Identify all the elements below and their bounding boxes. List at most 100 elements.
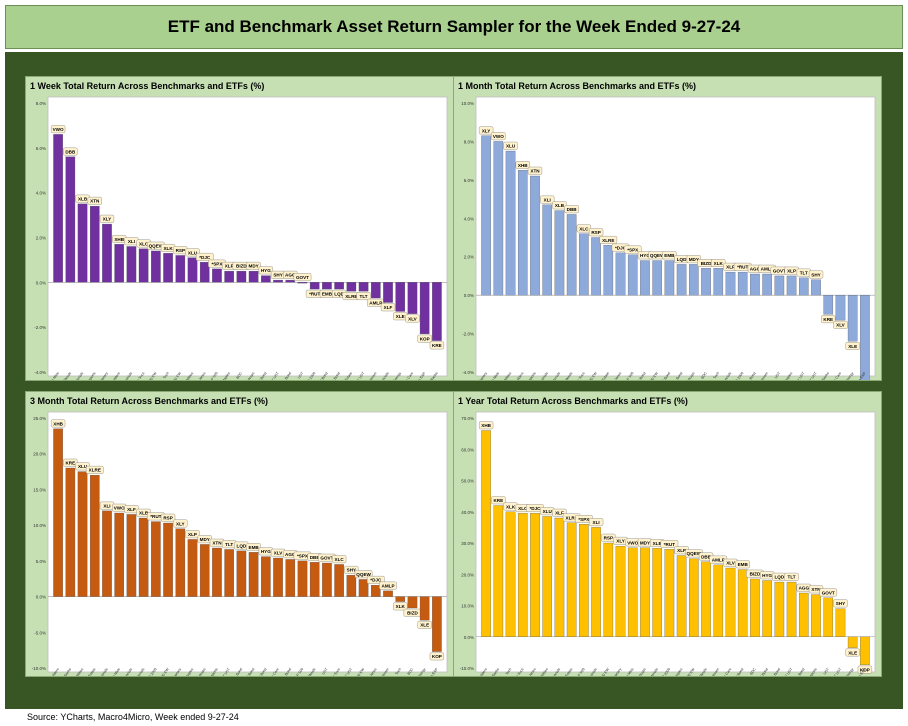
data-label: XLC bbox=[579, 226, 589, 231]
y-tick-label: 50.0% bbox=[461, 479, 474, 484]
chart-title: 1 Week Total Return Across Benchmarks an… bbox=[30, 81, 265, 91]
data-label-box bbox=[87, 196, 102, 205]
data-label-box bbox=[808, 270, 824, 279]
y-tick-label: 4.0% bbox=[36, 191, 46, 196]
data-label: KRE bbox=[65, 461, 75, 466]
data-label: MDY bbox=[689, 257, 699, 262]
data-label: KRE bbox=[823, 317, 833, 322]
category-label: Industrials bbox=[121, 371, 134, 380]
data-label: XLV bbox=[274, 551, 284, 556]
data-label: KOP bbox=[432, 654, 442, 659]
bar bbox=[835, 608, 846, 637]
y-tick-label: -4.0% bbox=[462, 370, 474, 375]
bar bbox=[212, 268, 222, 283]
bar bbox=[701, 268, 711, 296]
bar bbox=[713, 564, 724, 637]
category-label: Base Metals bbox=[58, 371, 73, 380]
data-label: XLC bbox=[518, 506, 528, 511]
category-label: Utilities bbox=[74, 667, 84, 676]
data-label-box bbox=[331, 555, 347, 564]
bar bbox=[89, 474, 100, 597]
data-label: XLF bbox=[127, 507, 136, 512]
bar bbox=[640, 547, 650, 637]
bar bbox=[309, 562, 320, 597]
data-label-box bbox=[660, 540, 679, 548]
bar bbox=[334, 564, 344, 597]
bar bbox=[53, 134, 63, 283]
category-label: S&P 500 bbox=[207, 371, 218, 380]
data-label: *SPX bbox=[627, 247, 639, 252]
category-label: HY Bond bbox=[256, 371, 267, 380]
y-tick-label: 15.0% bbox=[33, 487, 46, 492]
bar bbox=[395, 596, 406, 602]
data-label: LQD bbox=[237, 543, 247, 548]
category-label: 1-3Y UST bbox=[268, 371, 281, 380]
y-tick-label: 70.0% bbox=[461, 416, 474, 421]
data-label: *DJC bbox=[529, 506, 541, 511]
category-label: Materials bbox=[647, 667, 659, 676]
bar bbox=[799, 277, 809, 296]
bar bbox=[627, 547, 638, 637]
data-label: TLT bbox=[225, 542, 233, 547]
category-label: Midstream bbox=[365, 371, 378, 380]
data-label: *RUT bbox=[150, 514, 161, 519]
bar bbox=[297, 282, 308, 284]
data-label-box bbox=[821, 315, 836, 324]
category-label: Materials bbox=[550, 371, 562, 380]
bar bbox=[835, 294, 846, 321]
data-label: XLP bbox=[677, 548, 686, 553]
data-label-box bbox=[845, 648, 860, 657]
y-tick-label: 10.0% bbox=[461, 604, 474, 609]
bar bbox=[285, 279, 296, 283]
data-label: EMB bbox=[249, 545, 260, 550]
bar bbox=[554, 517, 565, 637]
data-label-box bbox=[429, 652, 445, 661]
data-label-box bbox=[356, 292, 371, 301]
bar bbox=[114, 512, 124, 597]
data-label-box bbox=[784, 572, 799, 581]
category-label: UST bbox=[321, 667, 329, 676]
bar bbox=[493, 505, 504, 637]
bar bbox=[493, 141, 504, 296]
data-label: TLT bbox=[360, 294, 368, 299]
data-label-box bbox=[173, 519, 188, 528]
bar bbox=[395, 282, 406, 312]
category-label: Energy bbox=[845, 667, 855, 676]
data-label-box bbox=[99, 214, 115, 223]
category-label: Agg Bond bbox=[280, 667, 292, 676]
data-label: *RUT bbox=[664, 542, 675, 547]
category-label: 1-3Y UST bbox=[341, 667, 354, 676]
bar bbox=[517, 513, 528, 637]
bar bbox=[847, 636, 858, 648]
y-tick-label: 20.0% bbox=[461, 572, 474, 577]
category-label: Materials bbox=[134, 667, 146, 676]
data-label: LQD bbox=[677, 257, 687, 262]
bar bbox=[505, 511, 516, 637]
category-label: Midstream bbox=[756, 371, 769, 380]
bar bbox=[701, 561, 711, 637]
bar bbox=[566, 522, 577, 637]
bar bbox=[114, 244, 124, 283]
data-label-box bbox=[588, 228, 604, 237]
category-label: Dow Jones bbox=[609, 371, 623, 380]
data-label: HYG bbox=[261, 549, 271, 554]
category-label: EM Bond bbox=[317, 371, 329, 380]
data-label-box bbox=[160, 513, 176, 522]
data-label: XLRE bbox=[89, 468, 101, 473]
y-tick-label: 10.0% bbox=[461, 101, 474, 106]
category-label: Transports bbox=[206, 667, 219, 676]
category-label: IG Bond bbox=[330, 371, 341, 380]
bar bbox=[762, 273, 772, 296]
category-label: Agg Bond bbox=[793, 667, 805, 676]
bar bbox=[860, 294, 870, 380]
bar bbox=[53, 428, 63, 597]
category-label: UST bbox=[297, 371, 305, 380]
data-label-box bbox=[393, 602, 408, 611]
data-label-box bbox=[293, 273, 312, 282]
bar bbox=[371, 584, 381, 597]
bar bbox=[175, 528, 186, 597]
data-label: XLP bbox=[787, 269, 796, 274]
bar bbox=[481, 135, 491, 296]
data-label: AMLP bbox=[369, 301, 382, 306]
category-label: IG Bond bbox=[232, 667, 243, 676]
